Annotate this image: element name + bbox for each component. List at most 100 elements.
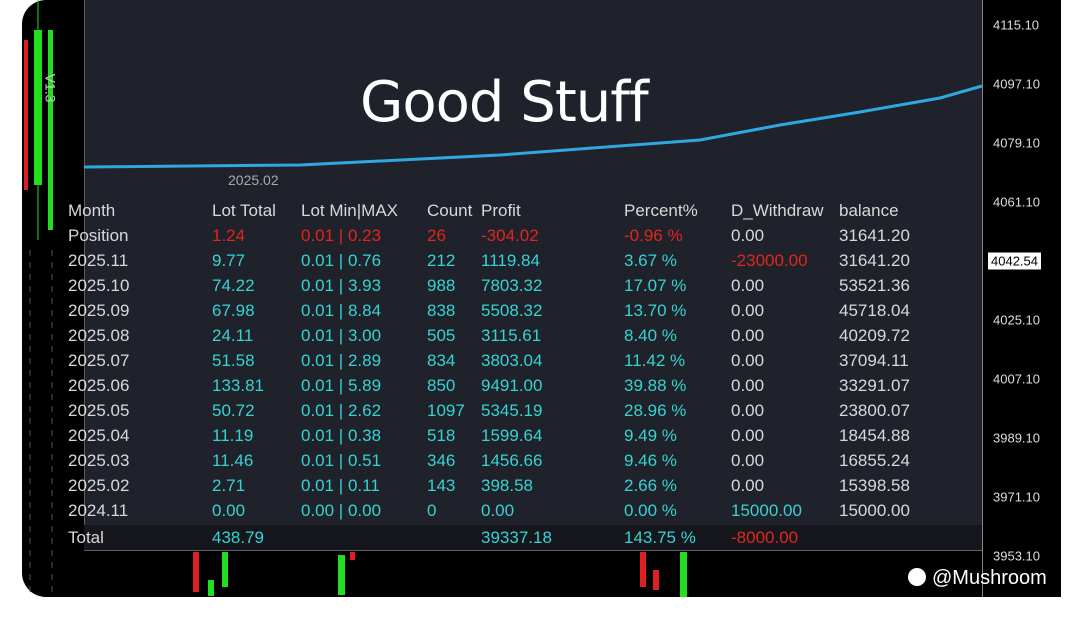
table-cell: 0.01 | 0.51 <box>301 451 382 470</box>
price-axis: 4115.10 4097.10 4079.10 4061.10 4042.54 4025.… <box>982 0 1061 597</box>
table-cell: 2025.03 <box>68 451 130 470</box>
table-cell: 2025.08 <box>68 326 130 345</box>
table-cell: 0.01 | 0.38 <box>301 426 382 445</box>
table-cell: 9.49 % <box>624 426 677 445</box>
price-label: 3971.10 <box>993 489 1040 505</box>
table-cell: -304.02 <box>481 226 539 245</box>
table-cell: 50.72 <box>212 401 255 420</box>
table-cell: 26 <box>427 226 446 245</box>
table-cell: 0 <box>427 501 437 520</box>
price-label: 4025.10 <box>993 312 1040 328</box>
column-header: Lot Total <box>212 201 276 220</box>
table-cell: 0.00 <box>731 276 765 295</box>
table-cell: 1456.66 <box>481 451 543 470</box>
total-cell: 438.79 <box>212 528 264 547</box>
price-label: 3953.10 <box>993 548 1040 564</box>
table-cell: 39.88 % <box>624 376 687 395</box>
overlay-title: Good Stuff <box>360 70 649 135</box>
column-header: balance <box>839 201 899 220</box>
table-cell: 15000.00 <box>839 501 910 520</box>
table-cell: 1119.84 <box>481 251 540 270</box>
price-label: 4097.10 <box>993 76 1040 92</box>
table-cell: 0.00 <box>212 501 246 520</box>
table-cell: 9.46 % <box>624 451 677 470</box>
table-cell: 0.01 | 3.00 <box>301 326 382 345</box>
table-cell: 2.66 % <box>624 476 677 495</box>
table-cell: 0.01 | 3.93 <box>301 276 382 295</box>
table-cell: 5345.19 <box>481 401 543 420</box>
table-cell: 0.00 <box>731 351 765 370</box>
table-cell: 13.70 % <box>624 301 687 320</box>
table-cell: 2025.09 <box>68 301 130 320</box>
table-cell: 17.07 % <box>624 276 687 295</box>
table-cell: 31641.20 <box>839 251 910 270</box>
table-cell: 11.46 <box>212 451 254 470</box>
price-label: 4061.10 <box>993 194 1040 210</box>
table-cell: 2025.02 <box>68 476 130 495</box>
table-cell: 0.00 <box>731 451 765 470</box>
table-cell: 2025.04 <box>68 426 130 445</box>
table-cell: 16855.24 <box>839 451 910 470</box>
table-cell: 23800.07 <box>839 401 910 420</box>
table-cell: 1097 <box>427 401 465 420</box>
table-cell: 74.22 <box>212 276 255 295</box>
column-header: Count <box>427 201 473 220</box>
total-cell: 39337.18 <box>481 528 552 547</box>
table-cell: 2025.05 <box>68 401 130 420</box>
table-cell: 11.42 % <box>624 351 686 370</box>
bottom-candles <box>193 552 687 597</box>
table-cell: 33291.07 <box>839 376 910 395</box>
table-cell: -23000.00 <box>731 251 808 270</box>
table-cell: 505 <box>427 326 456 345</box>
price-label: 4007.10 <box>993 371 1040 387</box>
table-cell: 0.01 | 0.76 <box>301 251 382 270</box>
table-cell: 11.19 <box>212 426 254 445</box>
column-header: D_Withdraw <box>731 201 824 220</box>
table-cell: 3803.04 <box>481 351 543 370</box>
table-cell: 0.00 <box>731 226 765 245</box>
table-cell: 346 <box>427 451 456 470</box>
table-cell: 15398.58 <box>839 476 910 495</box>
column-header: Lot Min|MAX <box>301 201 399 220</box>
column-header: Percent% <box>624 201 698 220</box>
table-cell: 2.71 <box>212 476 246 495</box>
column-header: Profit <box>481 201 521 220</box>
table-cell: 0.00 <box>731 401 765 420</box>
table-cell: 5508.32 <box>481 301 543 320</box>
date-label: 2025.02 <box>228 172 279 188</box>
table-cell: 8.40 % <box>624 326 677 345</box>
left-candles <box>24 0 53 597</box>
table-cell: 2025.10 <box>68 276 130 295</box>
table-cell: 133.81 <box>212 376 264 395</box>
table-cell: 0.01 | 8.84 <box>301 301 382 320</box>
table-cell: 0.01 | 2.62 <box>301 401 382 420</box>
table-cell: 2025.06 <box>68 376 130 395</box>
table-cell: 28.96 % <box>624 401 687 420</box>
table-cell: 518 <box>427 426 456 445</box>
total-cell: 143.75 % <box>624 528 696 547</box>
table-cell: 0.00 <box>731 301 765 320</box>
watermark-icon <box>908 568 926 586</box>
table-cell: -0.96 % <box>624 226 683 245</box>
table-cell: 838 <box>427 301 456 320</box>
table-cell: 24.11 <box>212 326 254 345</box>
table-cell: 0.00 % <box>624 501 677 520</box>
table-cell: 0.00 <box>481 501 515 520</box>
table-cell: 2025.11 <box>68 251 129 270</box>
table-cell: 834 <box>427 351 456 370</box>
total-cell: -8000.00 <box>731 528 799 547</box>
table-cell: 45718.04 <box>839 301 910 320</box>
price-label: 4115.10 <box>993 17 1040 33</box>
total-bar <box>84 525 1002 550</box>
table-cell: 0.01 | 0.11 <box>301 476 380 495</box>
table-cell: 9.77 <box>212 251 246 270</box>
equity-curve <box>83 84 983 169</box>
table-cell: 0.01 | 0.23 <box>301 226 382 245</box>
table-cell: Position <box>68 226 129 245</box>
table-cell: 0.00 <box>731 376 765 395</box>
table-cell: 398.58 <box>481 476 533 495</box>
table-cell: 53521.36 <box>839 276 910 295</box>
table-cell: 0.00 <box>731 426 765 445</box>
